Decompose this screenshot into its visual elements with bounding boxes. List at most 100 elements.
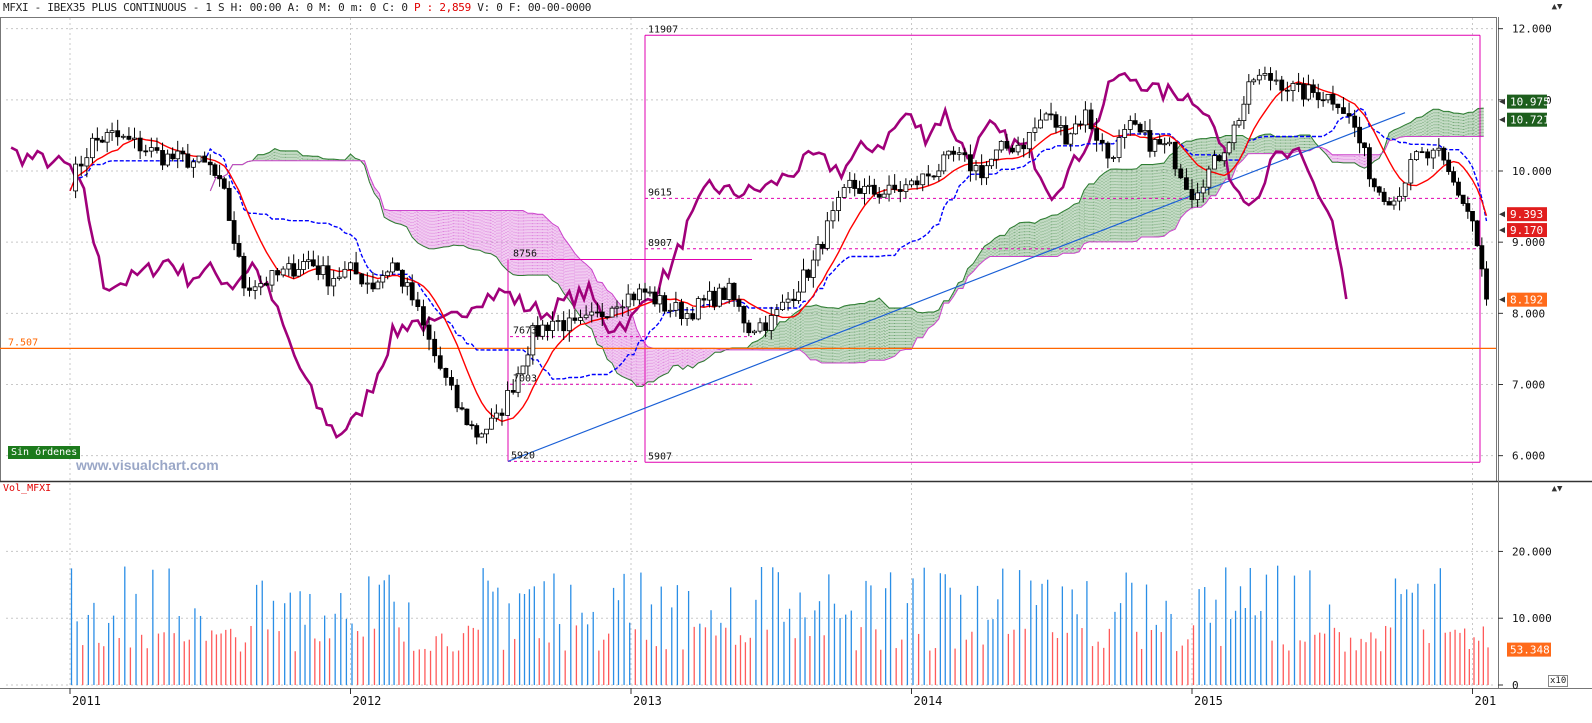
candle-body — [1212, 155, 1217, 170]
candle-body — [1053, 114, 1059, 128]
candle-body — [459, 407, 465, 410]
candle-body — [712, 290, 717, 307]
ichimoku-cloud-segment — [1034, 219, 1041, 257]
candle-body — [120, 135, 126, 138]
candle-body — [1273, 79, 1279, 82]
candle-body — [962, 152, 968, 156]
ichimoku-cloud-segment — [795, 309, 801, 350]
candle-body — [454, 384, 460, 409]
ichimoku-cloud-segment — [417, 210, 424, 247]
candle-body — [1116, 137, 1122, 158]
candle-body — [684, 313, 690, 320]
ichimoku-cloud-segment — [1019, 222, 1025, 257]
ichimoku-cloud-segment — [552, 223, 559, 284]
candle-body — [780, 301, 785, 311]
candle-body — [1330, 93, 1336, 105]
candle-body — [824, 220, 830, 249]
ichimoku-cloud-segment — [715, 348, 721, 353]
ichimoku-cloud-segment — [1169, 151, 1176, 232]
candle-body — [443, 367, 449, 378]
price-marker-box — [1507, 112, 1547, 127]
candle-body — [1425, 151, 1431, 159]
candle-body — [941, 154, 947, 172]
volume-scroll-icon[interactable]: ▲▼ — [1551, 484, 1563, 494]
candle-body — [1142, 130, 1148, 133]
ichimoku-cloud-segment — [849, 304, 855, 364]
candle-body — [867, 184, 872, 187]
ichimoku-cloud-segment — [1433, 109, 1439, 137]
ichimoku-cloud-segment — [928, 311, 934, 329]
candle-body — [871, 184, 877, 195]
year-tick-label: 2014 — [914, 694, 943, 708]
ichimoku-cloud-segment — [692, 348, 699, 368]
price-marker-label: 9.393 — [1510, 208, 1543, 221]
ichimoku-cloud-segment — [473, 210, 480, 251]
ichimoku-cloud-segment — [1359, 154, 1365, 169]
ichimoku-cloud-segment — [1051, 214, 1058, 257]
candle-body — [469, 424, 475, 427]
candle-body — [731, 282, 737, 301]
candle-body — [479, 433, 485, 438]
candle-body — [746, 322, 752, 334]
candle-body — [820, 243, 826, 249]
candle-body — [231, 220, 237, 244]
candle-body — [269, 270, 275, 286]
ichimoku-cloud-segment — [574, 253, 581, 317]
candle-body — [380, 275, 386, 283]
ichimoku-cloud-segment — [859, 303, 865, 363]
candle-body — [1408, 159, 1414, 184]
ichimoku-cloud-segment — [616, 300, 622, 377]
p-value: 2,859 — [439, 1, 471, 14]
candle-body — [160, 150, 165, 166]
candle-body — [370, 282, 376, 290]
candle-body — [1147, 130, 1153, 152]
ichimoku-cloud-segment — [621, 306, 627, 379]
candle-body — [515, 373, 521, 393]
candle-body — [667, 309, 673, 312]
price-marker-box — [1507, 223, 1547, 238]
ichimoku-cloud-segment — [1453, 113, 1459, 137]
candle-body — [404, 282, 410, 287]
session-info: 1 S H: 00:00 A: 0 M: 0 m: 0 C: 0 — [205, 1, 408, 14]
ichimoku-cloud-segment — [658, 348, 664, 378]
candle-body — [701, 298, 707, 301]
candle-body — [90, 137, 95, 159]
candle-body — [99, 139, 105, 143]
candle-body — [625, 293, 631, 308]
multiplier-label: x10 — [1548, 675, 1569, 687]
candle-body — [806, 269, 811, 278]
price-marker-label: 8.192 — [1510, 294, 1543, 307]
candle-body — [566, 317, 572, 332]
ichimoku-cloud-segment — [1309, 134, 1316, 151]
ichimoku-cloud-segment — [1448, 111, 1454, 137]
ichimoku-cloud-segment — [580, 259, 587, 326]
candle-body — [109, 130, 115, 133]
candle-body — [1032, 127, 1038, 133]
ichimoku-cloud-segment — [423, 210, 430, 249]
candle-body — [796, 291, 801, 302]
candle-body — [763, 322, 769, 331]
candle-body — [993, 149, 999, 160]
candle-body — [1430, 149, 1436, 159]
candle-body — [881, 193, 887, 198]
candle-body — [399, 269, 405, 287]
ichimoku-cloud-segment — [1264, 134, 1271, 154]
candle-body — [1470, 210, 1475, 222]
candle-body — [1279, 79, 1285, 91]
ichimoku-cloud-segment — [1046, 215, 1052, 257]
candle-body — [1479, 245, 1485, 270]
candle-body — [1386, 201, 1392, 206]
sin-ordenes-badge[interactable]: Sin órdenes — [8, 446, 81, 459]
candle-body — [1172, 141, 1178, 170]
candle-body — [217, 175, 223, 180]
ichimoku-cloud-segment — [1337, 154, 1344, 163]
candle-body — [73, 163, 79, 192]
candle-body — [364, 282, 370, 285]
price-scroll-up-icon[interactable]: ▲▼ — [1551, 2, 1563, 12]
candle-body — [862, 185, 867, 194]
ichimoku-cloud-segment — [1163, 155, 1170, 237]
price-tick-label: 12.000 — [1512, 23, 1552, 36]
candle-body — [474, 425, 480, 438]
candle-body — [1460, 194, 1466, 204]
candle-body — [437, 355, 443, 369]
